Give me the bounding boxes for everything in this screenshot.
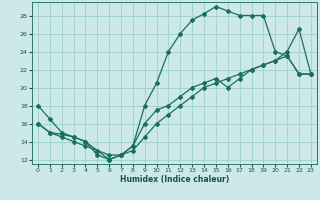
X-axis label: Humidex (Indice chaleur): Humidex (Indice chaleur) (120, 175, 229, 184)
